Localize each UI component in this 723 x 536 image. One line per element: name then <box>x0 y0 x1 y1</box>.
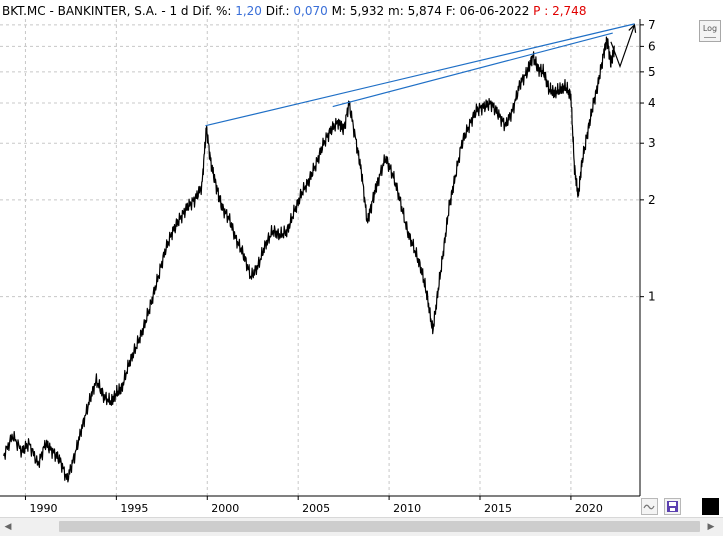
x-tick-label: 2010 <box>393 502 421 515</box>
x-tick-label: 2000 <box>211 502 239 515</box>
min-value: 5,874 <box>407 4 442 18</box>
wave-button[interactable] <box>641 498 658 515</box>
wave-icon <box>643 504 655 510</box>
period: 1 d <box>169 4 189 18</box>
log-scale-button[interactable]: Log <box>699 20 721 42</box>
y-tick-label: 1 <box>648 290 656 304</box>
x-tick-label: 1995 <box>120 502 148 515</box>
date-value: 06-06-2022 <box>459 4 530 18</box>
horizontal-scrollbar[interactable]: ◀ ▶ <box>0 517 723 536</box>
price-series-line <box>3 36 615 483</box>
chart-header: BKT.MC - BANKINTER, S.A. - 1 d Dif. %: 1… <box>2 3 586 19</box>
date-label: F: <box>445 4 456 18</box>
x-tick-label: 1990 <box>29 502 57 515</box>
y-tick-label: 2 <box>648 193 656 207</box>
color-swatch-button[interactable] <box>702 498 719 515</box>
x-tick-label: 2015 <box>484 502 512 515</box>
y-tick-label: 7 <box>648 18 656 32</box>
y-tick-label: 6 <box>648 39 656 53</box>
projection-line <box>610 24 636 69</box>
save-button[interactable] <box>664 498 681 515</box>
grid <box>0 19 640 496</box>
log-underline <box>704 34 716 38</box>
y-tick-label: 3 <box>648 136 656 150</box>
floppy-disk-icon <box>667 501 678 512</box>
ticker-name: BKT.MC - BANKINTER, S.A. - <box>2 4 166 18</box>
projection-arrowhead <box>628 23 637 33</box>
dif-label: Dif.: <box>265 4 290 18</box>
axes: 1 2 3 4 5 6 7 1990 1995 2000 2005 2010 2015 2020 <box>0 18 656 515</box>
scrollbar-thumb[interactable] <box>59 521 700 532</box>
x-tick-label: 2005 <box>302 502 330 515</box>
dif-value: 0,070 <box>293 4 328 18</box>
p-label: P : <box>533 4 549 18</box>
y-tick-label: 5 <box>648 65 656 79</box>
chevron-left-icon[interactable]: ◀ <box>4 522 12 532</box>
series <box>3 23 637 483</box>
dif-pct-value: 1,20 <box>235 4 262 18</box>
trend-line-2 <box>332 32 613 108</box>
min-label: m: <box>388 4 404 18</box>
chevron-right-icon[interactable]: ▶ <box>707 522 715 532</box>
p-value: 2,748 <box>552 4 587 18</box>
dif-pct-label: Dif. %: <box>192 4 232 18</box>
max-value: 5,932 <box>349 4 385 18</box>
log-scale-label: Log <box>702 23 718 33</box>
x-tick-label: 2020 <box>575 502 603 515</box>
max-label: M: <box>331 4 346 18</box>
y-tick-label: 4 <box>648 96 656 110</box>
trend-line-1 <box>205 23 635 127</box>
